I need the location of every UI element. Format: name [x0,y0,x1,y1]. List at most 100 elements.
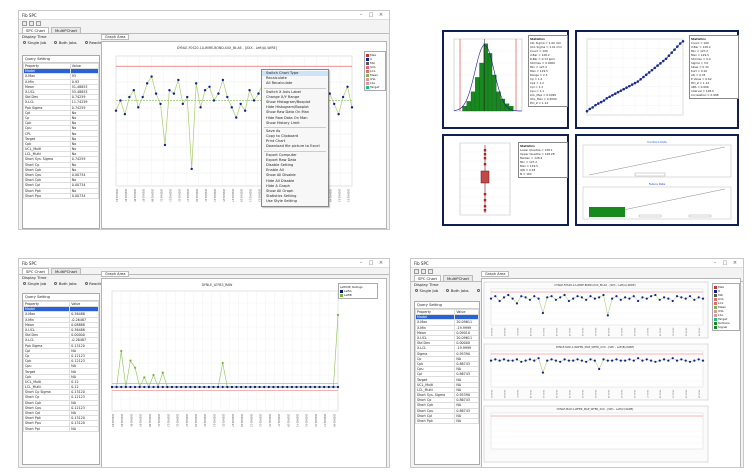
x-tick-label: 19-03-04 [503,328,505,337]
minimize-icon[interactable]: – [713,260,717,266]
x-tick-label: 19-03-22 [581,328,583,337]
legend-swatch [366,77,369,81]
menu-item[interactable]: Export Computer [266,152,297,157]
data-point [636,80,640,83]
close-icon[interactable]: × [732,260,738,266]
menu-item[interactable]: Hide All Disable [266,178,295,183]
stat-line: UCL_Max = 0.2000 [530,97,557,101]
menu-item[interactable]: Enable All [266,168,284,173]
data-point [524,359,527,362]
refresh-icon[interactable] [428,269,433,274]
save-icon[interactable] [421,269,426,274]
menu-item[interactable]: Show Raw Data On Man [266,110,310,115]
data-point [602,99,606,102]
maximize-icon[interactable]: □ [368,12,374,18]
menu-item[interactable]: Save As [266,128,281,133]
radio-single-job[interactable]: Single Job [23,281,46,286]
tab-multi-chart[interactable]: MultiPChart [51,268,82,274]
menu-item[interactable]: Use Style Setting [266,199,297,204]
x-tick-label: 2019-02-15 [176,414,179,427]
data-point-a [235,385,238,389]
radio-single-job[interactable]: Single Job [415,288,438,293]
tab-multi-chart[interactable]: MultiPChart [51,27,82,33]
menu-item[interactable]: Export Raw Data [266,157,297,162]
radio-both-jobs[interactable]: Both Jobs [54,40,77,45]
minimize-icon[interactable]: – [359,260,363,266]
menu-item[interactable]: Switch X Axis Label [266,89,301,94]
menu-separator [264,87,326,89]
menu-item[interactable]: Show All Graph [266,188,294,193]
menu-item[interactable]: Download file picture to Excel [266,144,320,149]
minimize-icon[interactable]: – [359,12,363,18]
radio-dot-icon [54,282,58,285]
legend-label: USL [718,309,724,313]
menu-item[interactable]: Show History Limit [266,120,300,125]
property-row[interactable]: Short Ppu 0.00734 [23,192,100,199]
limit-curves[interactable]: Control Limits Failure Rate [579,139,735,223]
maximize-icon[interactable]: □ [368,260,374,266]
x-tick-label: 2019-02-35 [268,414,271,427]
refresh-icon[interactable] [36,21,41,26]
data-point [641,296,644,299]
legend-label: Signal [718,325,728,329]
radio-label: Both Jobs [58,40,77,45]
data-point [681,39,685,43]
menu-item[interactable]: Print Chart [266,139,286,144]
x-tick-label: 2019-01-09 [151,189,154,202]
menu-item[interactable]: Hide Histogram/Boxplot [266,105,309,110]
menu-item[interactable]: Hide Raw Data On Man [266,115,308,120]
save-icon[interactable] [29,21,34,26]
property-row[interactable]: Short Ppk NA [414,417,479,425]
stacked-control-charts[interactable]: DYNLE-F0S20-1A-WIRE-BOND-XXX_Bt-A6 - [SP… [483,280,709,466]
data-point-a [193,385,197,389]
data-point [507,359,510,362]
menu-item[interactable]: Change X/Y Range [266,94,300,99]
menu-item[interactable]: Hide A Graph [266,183,290,188]
menu-item[interactable]: Show Histogram/Boxplot [266,99,311,104]
open-icon[interactable] [22,21,27,26]
maximize-icon[interactable]: □ [722,260,728,266]
property-row[interactable]: Short Ppl NA [22,425,99,432]
data-point [230,106,233,109]
box-plot[interactable] [446,139,516,223]
menu-item[interactable]: Copy to Clipboard [266,134,299,139]
close-icon[interactable]: × [378,260,384,266]
radio-both-jobs[interactable]: Both Jobs [54,281,77,286]
histogram-chart[interactable] [446,35,526,125]
menu-item[interactable]: Switch Chart Type [262,71,328,77]
radio-both-jobs[interactable]: Both Jobs [446,288,469,293]
menu-item[interactable]: Recalculate [266,76,287,81]
title-bar: Fib SPC – □ × [19,11,389,20]
probability-plot[interactable] [579,35,687,125]
histogram-panel: Statistics LSL Sigma = 1.00 mm UCL Sigma =… [442,30,569,129]
data-point [243,109,247,112]
data-point-b [336,313,340,317]
graph-area-tab[interactable]: Graph Area [101,271,130,277]
data-point [528,358,532,361]
menu-item[interactable]: Statistics Setting [266,194,297,199]
x-tick-label: 2019-02-21 [203,414,206,427]
legend-swatch [714,293,717,297]
data-point [662,358,666,361]
x-tick-label: 2019-01-31 [249,189,252,202]
graph-area-tab[interactable]: Graph Area [481,271,510,277]
tab-spc-chart[interactable]: SPC Chart [22,268,49,274]
tab-spc-chart[interactable]: SPC Chart [414,275,441,281]
open-icon[interactable] [414,269,419,274]
data-point-a [313,385,317,389]
stat-line: LSL Sigma = 1.00 mm [530,41,562,45]
data-point-a [327,385,330,389]
menu-item[interactable]: Show All Disable [266,173,296,178]
data-point [632,295,635,298]
menu-item[interactable]: Disable Setting [266,163,294,167]
radio-single-job[interactable]: Single Job [23,40,46,45]
data-point [563,293,566,297]
data-point [624,296,627,299]
multi-series-chart[interactable]: 2019-02-01 2019-02-03 2019-02-05 2019-02-07… [104,287,344,465]
graph-area-tab[interactable]: Graph Area [101,34,130,40]
close-icon[interactable]: × [378,12,384,18]
menu-item[interactable]: All Recalculate [266,81,293,86]
data-point [594,103,597,107]
tab-spc-chart[interactable]: SPC Chart [22,27,49,33]
tab-multi-chart[interactable]: MultiPChart [443,275,474,281]
